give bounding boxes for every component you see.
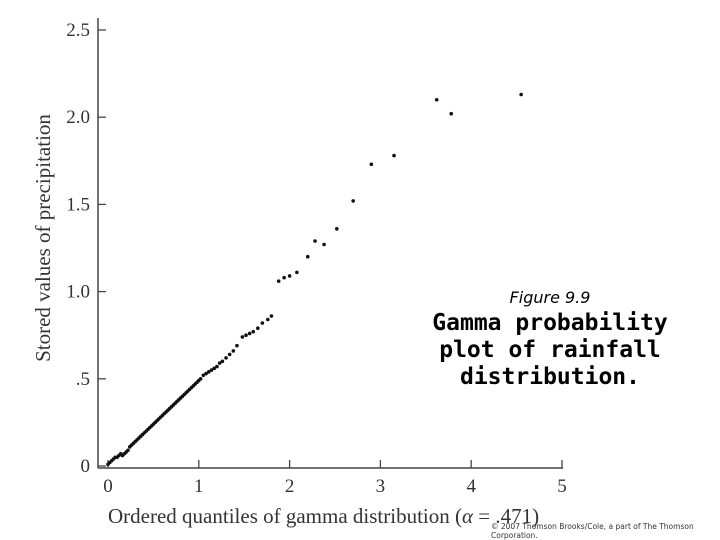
data-point [434, 97, 439, 102]
figure-number: Figure 9.9 [509, 288, 591, 307]
data-point [212, 366, 217, 371]
data-point [369, 162, 374, 167]
data-point [209, 368, 214, 372]
data-point [240, 335, 245, 339]
x-axis-ticks: 0 1 2 3 4 5 [103, 460, 567, 497]
data-point [295, 270, 299, 275]
data-point [335, 227, 339, 231]
y-axis-ticks: 0 .5 1.0 1.5 2.0 2.5 [66, 20, 106, 477]
data-point [392, 153, 396, 158]
data-point [322, 242, 326, 247]
data-point [220, 359, 225, 364]
data-point [215, 364, 219, 369]
y-tick-label: 2.0 [66, 107, 90, 128]
data-point [449, 111, 454, 116]
data-point [287, 274, 292, 278]
data-point [256, 326, 260, 331]
y-axis-label: Stored values of precipitation [31, 114, 55, 362]
x-tick-label: 5 [557, 476, 567, 497]
data-point [251, 329, 256, 334]
data-point [204, 371, 208, 376]
plot-axes [97, 18, 563, 469]
data-point [198, 377, 203, 381]
data-point [201, 373, 206, 378]
data-point [247, 331, 252, 336]
y-tick-label: 2.5 [66, 20, 90, 41]
data-point [351, 199, 355, 203]
x-axis-label-alpha: α [462, 504, 474, 528]
data-point [206, 370, 211, 374]
data-point [244, 333, 248, 338]
y-tick-label: .5 [76, 369, 90, 390]
data-point [260, 321, 265, 325]
x-axis-label: Ordered quantiles of gamma distribution … [108, 504, 539, 528]
figure-title-line: Gamma probability [432, 310, 668, 336]
data-points [106, 92, 523, 467]
y-tick-label: 0 [81, 456, 91, 477]
data-point [269, 314, 274, 318]
copyright-notice: © 2007 Thomson Brooks/Cole, a part of Th… [491, 522, 694, 540]
data-point [276, 279, 281, 283]
figure-title: Gamma probability plot of rainfall distr… [405, 310, 695, 391]
x-tick-label: 3 [376, 476, 386, 497]
x-tick-label: 0 [103, 476, 113, 497]
x-axis-label-prefix: Ordered quantiles of gamma distribution … [108, 504, 462, 528]
data-point [231, 349, 236, 353]
y-tick-label: 1.0 [66, 282, 90, 303]
data-point [266, 317, 270, 322]
figure-title-line: distribution. [459, 364, 640, 390]
data-point [224, 356, 228, 360]
x-axis-label-value: = .471) [473, 504, 539, 528]
x-tick-label: 1 [194, 476, 204, 497]
x-tick-label: 2 [285, 476, 295, 497]
data-point [313, 239, 317, 243]
data-point [217, 361, 222, 365]
data-point [235, 343, 239, 348]
y-tick-label: 1.5 [66, 194, 90, 215]
x-tick-label: 4 [466, 476, 476, 497]
data-point [282, 275, 286, 280]
figure-title-line: plot of rainfall [439, 337, 661, 363]
data-point [227, 352, 232, 357]
data-point [126, 448, 130, 453]
data-point [519, 92, 523, 97]
data-point [305, 254, 310, 259]
